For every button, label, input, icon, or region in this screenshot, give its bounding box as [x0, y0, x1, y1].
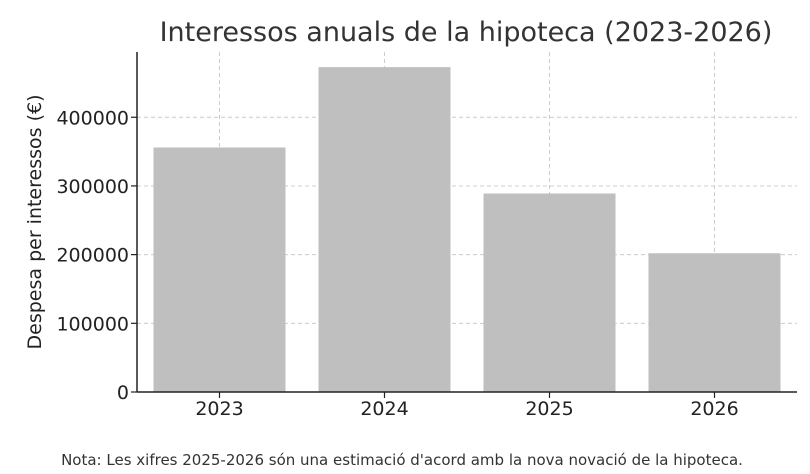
bar-2024 [318, 67, 451, 392]
y-tick-label: 400000 [56, 107, 129, 129]
chart-note: Nota: Les xifres 2025-2026 són una estim… [61, 451, 743, 469]
x-tick-label: 2024 [360, 398, 408, 420]
bars [153, 67, 781, 392]
y-tick-label: 0 [117, 382, 129, 404]
chart-title: Interessos anuals de la hipoteca (2023-2… [160, 17, 773, 48]
y-axis-label: Despesa per interessos (€) [24, 95, 46, 350]
x-ticks: 2023 2024 2025 2026 [195, 392, 739, 420]
y-tick-label: 100000 [56, 313, 129, 335]
y-tick-label: 200000 [56, 245, 129, 267]
axes [136, 52, 797, 393]
bar-2025 [483, 193, 616, 392]
bar-2023 [153, 147, 286, 392]
x-tick-label: 2023 [195, 398, 243, 420]
x-tick-label: 2025 [525, 398, 573, 420]
x-tick-label: 2026 [690, 398, 738, 420]
bar-2026 [648, 253, 781, 392]
y-tick-label: 300000 [56, 176, 129, 198]
y-ticks: 0 100000 200000 300000 400000 [56, 107, 137, 404]
